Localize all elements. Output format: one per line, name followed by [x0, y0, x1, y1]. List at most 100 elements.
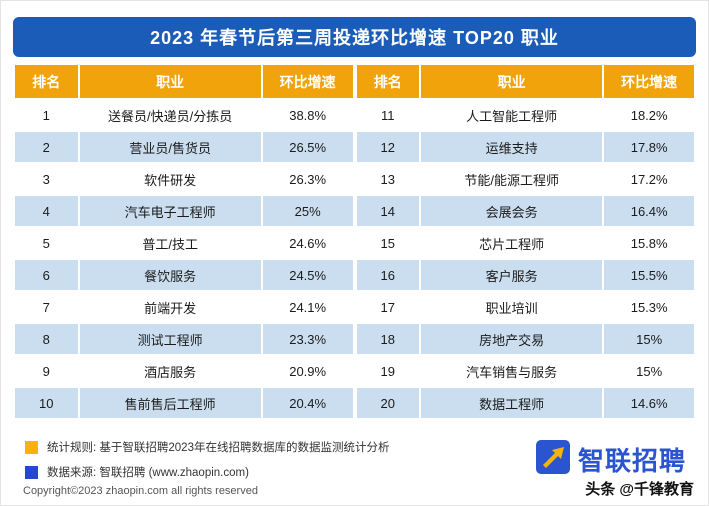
table-cell: 职业培训	[418, 290, 605, 324]
header-occupation: 职业	[418, 63, 605, 100]
table-cell: 1	[13, 98, 80, 132]
table-cell: 15	[354, 226, 421, 260]
table-cell: 24.1%	[260, 290, 355, 324]
header-growth: 环比增速	[602, 63, 696, 100]
table-cell: 38.8%	[260, 98, 355, 132]
table-cell: 20.4%	[260, 386, 355, 420]
table-row: 12 运维支持 17.8%	[354, 130, 696, 164]
table-row: 7 前端开发 24.1%	[13, 290, 355, 324]
table-cell: 会展会务	[418, 194, 605, 228]
table-cell: 客户服务	[418, 258, 605, 292]
legend-item-source: 数据来源: 智联招聘 (www.zhaopin.com)	[25, 464, 389, 480]
table-cell: 16.4%	[602, 194, 696, 228]
header-growth: 环比增速	[260, 63, 355, 100]
ranking-tables: 排名 职业 环比增速 1 送餐员/快递员/分拣员 38.8% 2 营业员/售货员 26.5…	[13, 63, 696, 420]
table-header-row: 排名 职业 环比增速	[13, 63, 355, 100]
table-cell: 营业员/售货员	[77, 130, 263, 164]
zhaopin-logo-text: 智联招聘	[577, 446, 686, 476]
table-row: 4 汽车电子工程师 25%	[13, 194, 355, 228]
table-row: 14 会展会务 16.4%	[354, 194, 696, 228]
table-cell: 24.5%	[260, 258, 355, 292]
copyright-text: Copyright©2023 zhaopin.com all rights re…	[23, 485, 258, 497]
table-cell: 运维支持	[418, 130, 605, 164]
table-cell: 酒店服务	[77, 354, 263, 388]
table-cell: 18.2%	[602, 98, 696, 132]
table-cell: 23.3%	[260, 322, 355, 356]
table-row: 15 芯片工程师 15.8%	[354, 226, 696, 260]
table-cell: 15.3%	[602, 290, 696, 324]
table-row: 18 房地产交易 15%	[354, 322, 696, 356]
table-row: 20 数据工程师 14.6%	[354, 386, 696, 420]
header-occupation: 职业	[77, 63, 263, 100]
yellow-square-icon	[25, 440, 38, 454]
table-cell: 17.8%	[602, 130, 696, 164]
table-cell: 7	[13, 290, 80, 324]
table-cell: 18	[354, 322, 421, 356]
table-row: 13 节能/能源工程师 17.2%	[354, 162, 696, 196]
table-cell: 6	[13, 258, 80, 292]
table-cell: 25%	[260, 194, 355, 228]
table-cell: 8	[13, 322, 80, 356]
table-cell: 26.5%	[260, 130, 355, 164]
table-cell: 15.5%	[602, 258, 696, 292]
page-title: 2023 年春节后第三周投递环比增速 TOP20 职业	[13, 17, 696, 57]
table-cell: 普工/技工	[77, 226, 263, 260]
table-cell: 16	[354, 258, 421, 292]
table-cell: 15%	[602, 354, 696, 388]
table-cell: 软件研发	[77, 162, 263, 196]
table-row: 9 酒店服务 20.9%	[13, 354, 355, 388]
table-cell: 房地产交易	[418, 322, 605, 356]
table-cell: 2	[13, 130, 80, 164]
legend-item-rules: 统计规则: 基于智联招聘2023年在线招聘数据库的数据监测统计分析	[25, 439, 389, 455]
table-row: 19 汽车销售与服务 15%	[354, 354, 696, 388]
table-cell: 17.2%	[602, 162, 696, 196]
table-row: 3 软件研发 26.3%	[13, 162, 355, 196]
table-cell: 26.3%	[260, 162, 355, 196]
table-cell: 3	[13, 162, 80, 196]
table-cell: 4	[13, 194, 80, 228]
table-cell: 售前售后工程师	[77, 386, 263, 420]
table-cell: 14.6%	[602, 386, 696, 420]
table-cell: 餐饮服务	[77, 258, 263, 292]
table-row: 16 客户服务 15.5%	[354, 258, 696, 292]
legend-label: 数据来源: 智联招聘 (www.zhaopin.com)	[47, 467, 249, 479]
table-header-row: 排名 职业 环比增速	[354, 63, 696, 100]
header-rank: 排名	[13, 63, 80, 100]
table-cell: 节能/能源工程师	[418, 162, 605, 196]
right-table-body: 11 人工智能工程师 18.2% 12 运维支持 17.8% 13 节能/能源工程师 17.2%…	[354, 98, 696, 420]
table-cell: 人工智能工程师	[418, 98, 605, 132]
table-cell: 10	[13, 386, 80, 420]
table-row: 10 售前售后工程师 20.4%	[13, 386, 355, 420]
legend-label: 统计规则: 基于智联招聘2023年在线招聘数据库的数据监测统计分析	[47, 442, 390, 454]
table-row: 6 餐饮服务 24.5%	[13, 258, 355, 292]
table-cell: 14	[354, 194, 421, 228]
table-cell: 17	[354, 290, 421, 324]
left-ranking-table: 排名 职业 环比增速 1 送餐员/快递员/分拣员 38.8% 2 营业员/售货员 26.5…	[13, 63, 355, 420]
zhaopin-logo: 智联招聘	[535, 439, 686, 480]
table-cell: 12	[354, 130, 421, 164]
table-cell: 5	[13, 226, 80, 260]
zhaopin-logo-icon	[535, 439, 578, 480]
table-cell: 13	[354, 162, 421, 196]
table-row: 2 营业员/售货员 26.5%	[13, 130, 355, 164]
table-cell: 24.6%	[260, 226, 355, 260]
table-row: 17 职业培训 15.3%	[354, 290, 696, 324]
footer-legend: 统计规则: 基于智联招聘2023年在线招聘数据库的数据监测统计分析 数据来源: …	[25, 439, 389, 489]
table-cell: 20	[354, 386, 421, 420]
table-cell: 送餐员/快递员/分拣员	[77, 98, 263, 132]
table-cell: 9	[13, 354, 80, 388]
blue-square-icon	[25, 465, 38, 479]
table-cell: 汽车电子工程师	[77, 194, 263, 228]
table-cell: 数据工程师	[418, 386, 605, 420]
table-cell: 测试工程师	[77, 322, 263, 356]
table-cell: 芯片工程师	[418, 226, 605, 260]
table-row: 11 人工智能工程师 18.2%	[354, 98, 696, 132]
right-ranking-table: 排名 职业 环比增速 11 人工智能工程师 18.2% 12 运维支持 17.8% 13 节能…	[354, 63, 697, 420]
table-cell: 20.9%	[260, 354, 355, 388]
table-cell: 前端开发	[77, 290, 263, 324]
header-rank: 排名	[354, 63, 421, 100]
table-cell: 15.8%	[602, 226, 696, 260]
toutiao-watermark: 头条 @千锋教育	[585, 481, 694, 498]
table-row: 8 测试工程师 23.3%	[13, 322, 355, 356]
